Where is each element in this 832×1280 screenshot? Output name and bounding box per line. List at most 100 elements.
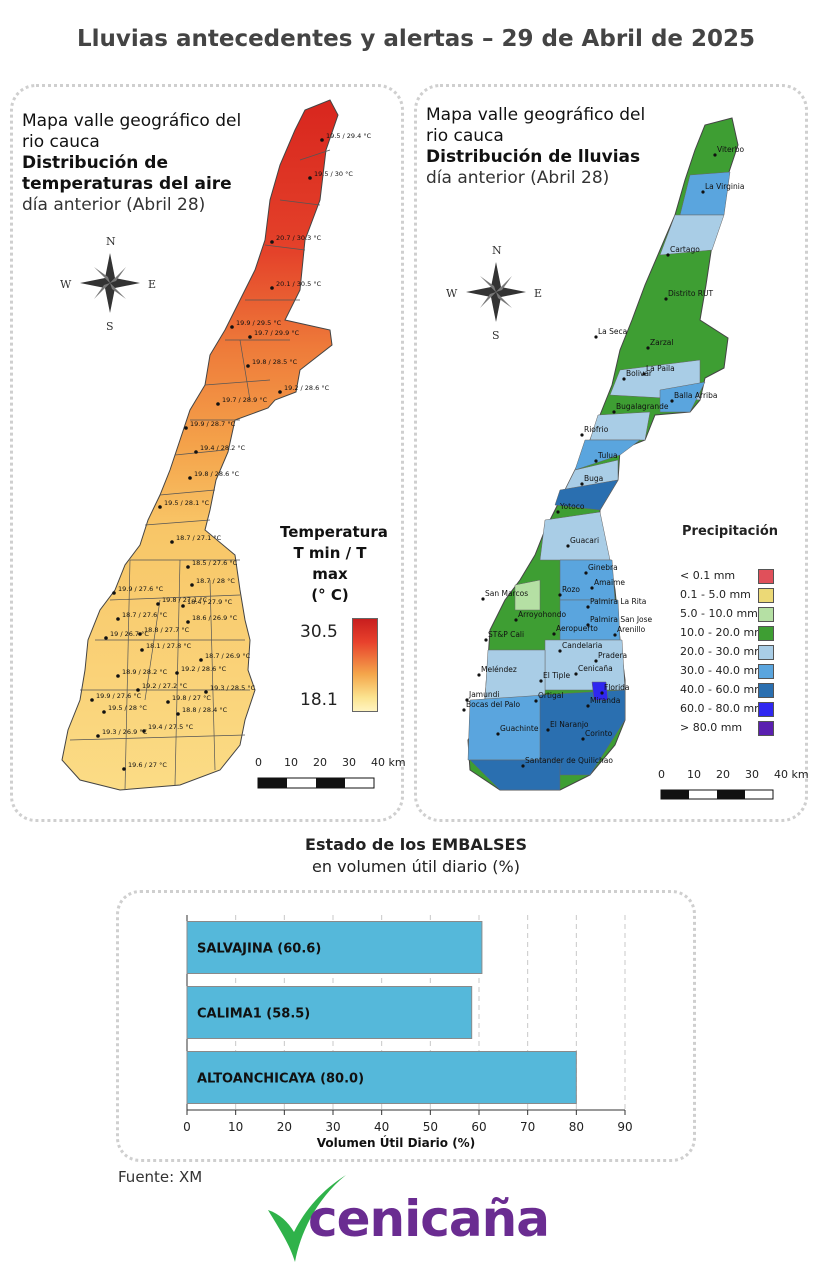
- place-label: La Virginia: [705, 182, 744, 191]
- temperature-map-title: Mapa valle geográfico del rio cauca Dist…: [22, 111, 241, 216]
- compass-w: W: [446, 287, 458, 300]
- place-dot: [590, 586, 594, 590]
- precip-legend-swatch: [758, 645, 774, 660]
- reservoirs-chart-box: [116, 890, 696, 1162]
- place-dot: [514, 618, 518, 622]
- place-dot: [586, 605, 590, 609]
- station-label: 20.7 / 30.3 °C: [276, 234, 322, 242]
- place-label: Cartago: [670, 245, 700, 254]
- compass-w: W: [60, 278, 72, 291]
- temp-title-bold2: temperaturas del aire: [22, 174, 232, 194]
- precip-legend-label: 20.0 - 30.0 mm: [680, 645, 765, 658]
- station-dot: [199, 658, 203, 662]
- scale-bar-right: [660, 789, 774, 800]
- compass-s: S: [106, 320, 114, 333]
- temp-legend-min: 18.1: [300, 690, 338, 710]
- compass-n: N: [106, 235, 116, 248]
- scale-label: 30: [342, 756, 356, 769]
- station-dot: [175, 671, 179, 675]
- temp-subtitle: día anterior (Abril 28): [22, 195, 206, 215]
- station-label: 19.4 / 28.2 °C: [200, 444, 246, 452]
- temperature-legend-title: Temperatura T min / T max (° C): [280, 522, 388, 606]
- source-note: Fuente: XM: [118, 1168, 203, 1186]
- rain-title-line1: Mapa valle geográfico del: [426, 105, 646, 125]
- station-dot: [188, 476, 192, 480]
- scale-label: 40 km: [774, 768, 809, 781]
- scale-bar-left: [257, 777, 375, 789]
- place-label: Florida: [604, 683, 630, 692]
- place-dot: [600, 691, 604, 695]
- precip-legend-swatch: [758, 721, 774, 736]
- scale-label: 0: [255, 756, 262, 769]
- station-dot: [248, 335, 252, 339]
- precip-legend-label: 5.0 - 10.0 mm: [680, 607, 758, 620]
- station-label: 20.1 / 30.5 °C: [276, 280, 322, 288]
- station-dot: [216, 402, 220, 406]
- precip-legend-label: 60.0 - 80.0 mm: [680, 702, 765, 715]
- place-dot: [496, 732, 500, 736]
- precip-legend-swatch: [758, 683, 774, 698]
- place-dot: [566, 544, 570, 548]
- page-title: Lluvias antecedentes y alertas – 29 de A…: [76, 26, 756, 52]
- station-label: 18.7 / 28 °C: [196, 577, 235, 585]
- place-dot: [646, 346, 650, 350]
- place-label: Corinto: [585, 729, 613, 738]
- station-dot: [181, 604, 185, 608]
- precip-legend-swatch: [758, 588, 774, 603]
- place-dot: [594, 659, 598, 663]
- station-label: 18.8 / 27.7 °C: [144, 626, 190, 634]
- place-dot: [713, 153, 717, 157]
- place-dot: [558, 649, 562, 653]
- place-label: Candelaria: [562, 641, 602, 650]
- place-label: Bugalagrande: [616, 402, 669, 411]
- place-label: Amaime: [594, 578, 625, 587]
- station-label: 19.4 / 27.5 °C: [148, 723, 194, 731]
- place-dot: [534, 699, 538, 703]
- place-dot: [666, 253, 670, 257]
- place-label: Viterbo: [717, 145, 744, 154]
- place-label: Palmira La Rita: [590, 597, 646, 606]
- station-label: 19.9 / 27.6 °C: [96, 692, 142, 700]
- compass-rose-left: N S E W: [60, 235, 156, 333]
- cenicana-logo: cenicaña: [308, 1190, 550, 1248]
- place-label: Yotoco: [559, 502, 585, 511]
- place-dot: [701, 190, 705, 194]
- place-label: Arenillo: [617, 625, 646, 634]
- place-dot: [613, 633, 617, 637]
- station-dot: [112, 591, 116, 595]
- scale-label: 40 km: [371, 756, 406, 769]
- place-label: Arroyohondo: [518, 610, 566, 619]
- place-label: Santander de Quilichao: [525, 756, 613, 765]
- station-dot: [186, 620, 190, 624]
- station-dot: [140, 648, 144, 652]
- place-dot: [546, 728, 550, 732]
- scale-label: 20: [716, 768, 730, 781]
- place-label: Palmira San Jose: [590, 615, 653, 624]
- place-dot: [481, 597, 485, 601]
- temp-legend-line3: (° C): [311, 586, 349, 604]
- station-dot: [104, 636, 108, 640]
- station-dot: [176, 712, 180, 716]
- station-label: 19.8 / 27 °C: [172, 694, 211, 702]
- station-label: 19.9 / 29.5 °C: [236, 319, 282, 327]
- scale-label: 20: [313, 756, 327, 769]
- place-dot: [594, 335, 598, 339]
- station-dot: [204, 690, 208, 694]
- temp-title-line2: rio cauca: [22, 132, 100, 152]
- place-label: Zarzal: [650, 338, 673, 347]
- place-dot: [586, 623, 590, 627]
- station-dot: [230, 325, 234, 329]
- station-dot: [278, 390, 282, 394]
- station-dot: [270, 286, 274, 290]
- reservoirs-title: Estado de los EMBALSES en volumen útil d…: [0, 834, 832, 878]
- temperature-map-boundaries: [69, 149, 331, 791]
- compass-s: S: [492, 329, 500, 342]
- place-label: Rozo: [562, 585, 580, 594]
- temp-legend-max: 30.5: [300, 622, 338, 642]
- place-dot: [477, 673, 481, 677]
- station-dot: [90, 698, 94, 702]
- reservoirs-title-rest: en volumen útil diario (%): [312, 857, 520, 876]
- place-label: ST&P Cali: [488, 630, 524, 639]
- place-label: Jamundi: [468, 690, 499, 699]
- place-label: Ortigal: [538, 691, 563, 700]
